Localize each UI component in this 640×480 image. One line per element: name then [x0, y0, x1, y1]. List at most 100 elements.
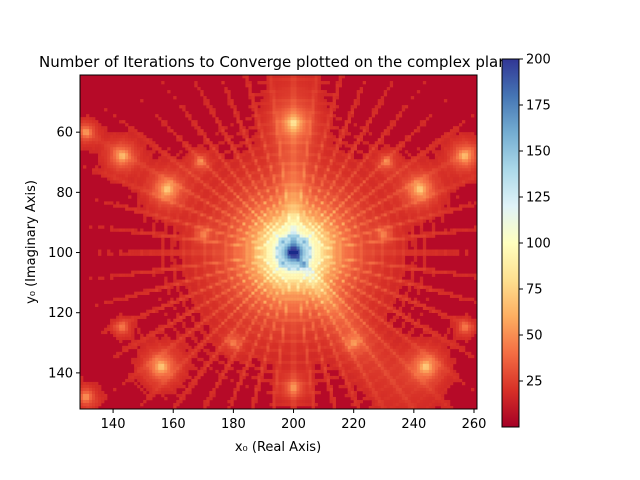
heatmap-cell	[407, 177, 412, 181]
heatmap-cell	[128, 249, 132, 253]
heatmap-cell	[473, 225, 477, 229]
heatmap-cell	[329, 198, 333, 202]
heatmap-cell	[278, 114, 282, 118]
heatmap-cell	[458, 135, 463, 139]
heatmap-cell	[302, 78, 306, 82]
heatmap-cell	[290, 123, 294, 127]
heatmap-cell	[359, 189, 364, 193]
heatmap-cell	[371, 171, 376, 175]
heatmap-cell	[215, 159, 219, 163]
heatmap-cell	[281, 147, 285, 151]
heatmap-cell	[266, 171, 270, 175]
heatmap-cell	[296, 180, 300, 184]
heatmap-cell	[314, 123, 318, 127]
heatmap-cell	[167, 156, 171, 160]
heatmap-cell	[299, 171, 303, 175]
heatmap-cell	[296, 198, 300, 202]
heatmap-cell	[374, 183, 379, 187]
heatmap-cell	[260, 99, 264, 103]
heatmap-cell	[437, 174, 442, 178]
heatmap-cell	[188, 210, 192, 214]
heatmap-cell	[209, 153, 213, 157]
heatmap-cell	[368, 192, 373, 196]
heatmap-cell	[200, 243, 204, 247]
heatmap-cell	[179, 234, 183, 238]
heatmap-cell	[359, 171, 364, 175]
heatmap-cell	[293, 207, 297, 211]
heatmap-cell	[308, 165, 312, 169]
heatmap-cell	[194, 84, 198, 88]
heatmap-cell	[311, 135, 315, 139]
heatmap-cell	[305, 222, 309, 226]
heatmap-cell	[362, 183, 367, 187]
heatmap-cell	[257, 222, 261, 226]
heatmap-cell	[272, 210, 276, 214]
heatmap-cell	[431, 228, 436, 232]
heatmap-cell	[401, 180, 406, 184]
heatmap-cell	[275, 171, 279, 175]
heatmap-cell	[266, 174, 270, 178]
heatmap-cell	[80, 144, 84, 148]
heatmap-cell	[449, 180, 454, 184]
heatmap-cell	[167, 171, 171, 175]
heatmap-cell	[380, 219, 385, 223]
heatmap-cell	[362, 222, 367, 226]
heatmap-cell	[305, 102, 309, 106]
heatmap-cell	[281, 249, 285, 253]
heatmap-cell	[320, 150, 324, 154]
heatmap-cell	[206, 171, 210, 175]
heatmap-cell	[284, 162, 288, 166]
heatmap-cell	[176, 213, 180, 217]
heatmap-cell	[308, 213, 312, 217]
heatmap-cell	[422, 204, 427, 208]
heatmap-cell	[395, 168, 400, 172]
heatmap-cell	[110, 177, 114, 181]
heatmap-cell	[371, 162, 376, 166]
heatmap-cell	[122, 150, 126, 154]
heatmap-cell	[290, 237, 294, 241]
heatmap-cell	[467, 174, 472, 178]
heatmap-cell	[128, 207, 132, 211]
heatmap-cell	[233, 153, 237, 157]
heatmap-cell	[191, 237, 195, 241]
heatmap-cell	[467, 204, 472, 208]
heatmap-cell	[233, 216, 237, 220]
heatmap-cell	[176, 222, 180, 226]
heatmap-cell	[275, 123, 279, 127]
heatmap-cell	[263, 162, 267, 166]
heatmap-cell	[188, 162, 192, 166]
heatmap-cell	[458, 144, 463, 148]
heatmap-cell	[470, 153, 475, 157]
heatmap-cell	[467, 159, 472, 163]
heatmap-cell	[182, 246, 186, 250]
heatmap-cell	[332, 222, 336, 226]
heatmap-cell	[311, 81, 315, 85]
heatmap-cell	[350, 111, 354, 115]
heatmap-cell	[266, 108, 270, 112]
heatmap-cell	[200, 177, 204, 181]
heatmap-cell	[92, 135, 96, 139]
heatmap-cell	[317, 216, 321, 220]
heatmap-cell	[419, 207, 424, 211]
heatmap-cell	[245, 234, 249, 238]
heatmap-cell	[326, 162, 330, 166]
heatmap-cell	[164, 171, 168, 175]
heatmap-cell	[239, 249, 243, 253]
heatmap-cell	[371, 207, 376, 211]
heatmap-cell	[428, 165, 433, 169]
heatmap-cell	[446, 249, 451, 253]
heatmap-cell	[380, 132, 385, 136]
heatmap-cell	[437, 249, 442, 253]
heatmap-cell	[125, 153, 129, 157]
heatmap-cell	[365, 240, 370, 244]
heatmap-cell	[389, 198, 394, 202]
heatmap-cell	[242, 150, 246, 154]
heatmap-cell	[209, 147, 213, 151]
heatmap-cell	[233, 249, 237, 253]
heatmap-cell	[143, 162, 147, 166]
heatmap-cell	[314, 87, 318, 91]
heatmap-cell	[287, 165, 291, 169]
heatmap-cell	[341, 126, 345, 130]
heatmap-cell	[266, 126, 270, 130]
heatmap-cell	[107, 252, 111, 256]
